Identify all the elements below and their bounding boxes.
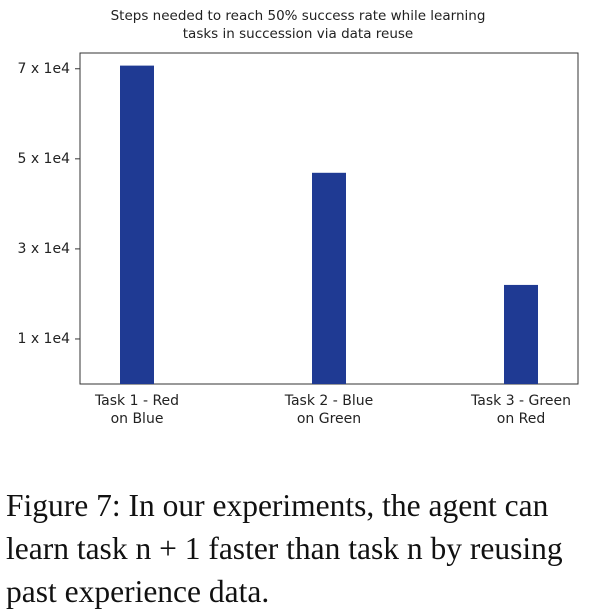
y-tick-label: 1 x 1e4 (17, 331, 70, 347)
bar (504, 284, 538, 384)
y-tick-label: 5 x 1e4 (17, 151, 70, 167)
bar (120, 65, 154, 384)
x-tick-label: Task 3 - Green on Red (471, 393, 571, 427)
bar (312, 172, 346, 384)
y-tick-label: 7 x 1e4 (17, 61, 70, 77)
y-tick-label: 3 x 1e4 (17, 241, 70, 257)
chart: 1 x 1e4 3 x 1e4 5 x 1e4 7 x 1e4 (17, 52, 579, 385)
chart-title: Steps needed to reach 50% success rate w… (110, 8, 486, 42)
caption: Figure 7: In our experiments, the agent … (6, 488, 563, 609)
x-tick-label: Task 2 - Blue on Green (284, 393, 374, 427)
x-tick-label: Task 1 - Red on Blue (94, 393, 180, 427)
